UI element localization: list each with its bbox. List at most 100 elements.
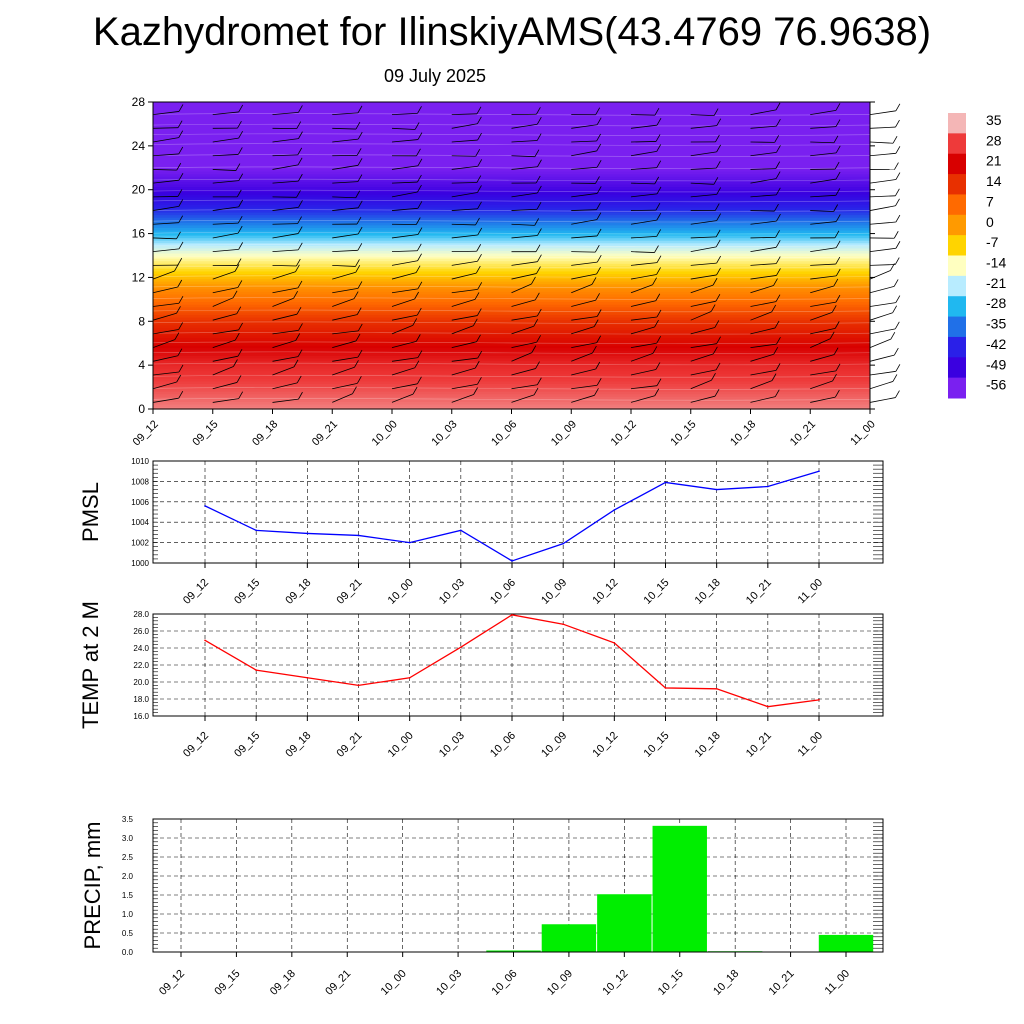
wind-barb xyxy=(451,208,478,211)
wind-barb-feather xyxy=(895,188,900,197)
wind-barb xyxy=(332,138,359,143)
pmsl-point xyxy=(408,541,411,544)
x-tick-label: 10_15 xyxy=(642,730,672,760)
wind-barb xyxy=(630,141,657,143)
wind-barb xyxy=(810,275,837,280)
wind-barb xyxy=(332,382,358,390)
wind-barb xyxy=(451,223,476,226)
wind-barb-feather xyxy=(414,360,420,368)
heat-band xyxy=(153,165,870,170)
wind-barb xyxy=(750,301,777,307)
heat-band xyxy=(153,291,870,295)
wind-barb-feather xyxy=(775,102,781,111)
heat-band xyxy=(153,265,870,269)
y-tick-label: 20.0 xyxy=(133,678,149,687)
heat-band xyxy=(153,383,870,387)
wind-barb-feather xyxy=(238,391,244,399)
wind-barb xyxy=(391,325,413,335)
heat-band xyxy=(153,104,870,108)
x-tick-label: 10_18 xyxy=(693,730,723,760)
wind-barb-feather xyxy=(536,202,542,210)
y-tick-label: 26.0 xyxy=(133,627,149,636)
temp-point xyxy=(613,642,616,644)
wind-barb xyxy=(869,152,896,157)
chart-title: Kazhydromet for IlinskiyAMS(43.4769 76.9… xyxy=(92,10,932,54)
wind-barb-feather xyxy=(356,216,362,225)
wind-barb-feather xyxy=(890,331,896,340)
contour-line xyxy=(152,297,871,300)
wind-barb xyxy=(690,151,717,157)
wind-barb xyxy=(630,326,655,335)
wind-barb xyxy=(750,380,773,390)
wind-barb xyxy=(391,272,417,280)
wind-barb-feather xyxy=(835,188,841,196)
wind-barb-feather xyxy=(895,119,900,128)
wind-barb-feather xyxy=(596,309,602,317)
wind-barb-feather xyxy=(713,108,719,116)
wind-barb-feather xyxy=(295,264,300,272)
x-tick-label: 10_06 xyxy=(488,577,518,607)
y-tick-label: 2.5 xyxy=(122,853,134,862)
wind-barb xyxy=(869,247,897,253)
heat-band xyxy=(153,391,870,395)
wind-barb xyxy=(690,353,714,362)
wind-barb xyxy=(630,316,658,321)
temp-2m-chart: 16.0 18.0 20.0 22.0 24.0 26.0 28.0 09_12 09_15 09… xyxy=(78,601,884,760)
heat-band xyxy=(153,378,870,382)
x-tick-label: 10_06 xyxy=(488,730,518,760)
wind-barb-feather xyxy=(477,282,483,290)
wind-barb xyxy=(511,192,538,198)
heat-band xyxy=(153,293,870,298)
wind-barb xyxy=(212,398,239,403)
wind-barb-feather xyxy=(833,135,839,143)
colorbar-label: 21 xyxy=(986,153,1002,169)
wind-barb-feather xyxy=(178,130,184,138)
y-tick-label: 24.0 xyxy=(133,644,149,653)
wind-barb xyxy=(571,273,597,280)
wind-barb-feather xyxy=(835,363,841,372)
wind-barb xyxy=(332,314,358,321)
colorbar-label: 7 xyxy=(986,193,994,209)
wind-barb-feather xyxy=(417,174,422,183)
wind-barb xyxy=(869,397,896,403)
wind-barb-feather xyxy=(773,278,778,286)
heat-band xyxy=(153,296,870,300)
wind-barb xyxy=(690,182,714,185)
wind-barb-feather xyxy=(895,364,901,372)
wind-barb xyxy=(332,112,359,116)
wind-barb-feather xyxy=(773,347,779,355)
wind-barb-feather xyxy=(357,174,363,182)
x-tick-label: 10_00 xyxy=(379,968,409,998)
wind-barb xyxy=(630,284,653,294)
y-tick-label: 1.5 xyxy=(122,891,134,900)
wind-barb-feather xyxy=(714,388,720,397)
wind-barb-feather xyxy=(535,175,541,184)
heat-band xyxy=(153,339,870,344)
wind-barb-feather xyxy=(297,280,303,289)
wind-barb-feather xyxy=(714,203,720,211)
wind-barb xyxy=(272,206,299,211)
x-tick-label: 11_00 xyxy=(796,577,826,607)
wind-barb-feather xyxy=(656,267,661,275)
wind-barb-feather xyxy=(656,212,662,221)
x-tick-label: 10_06 xyxy=(490,968,520,998)
wind-barb xyxy=(272,164,299,170)
wind-barb-feather xyxy=(415,265,421,273)
wind-barb xyxy=(511,352,532,362)
chart-subtitle: 09 July 2025 xyxy=(383,66,487,86)
heat-band xyxy=(153,396,870,400)
wind-barb xyxy=(630,182,655,185)
wind-barb xyxy=(810,152,837,157)
x-tick-label: 10_03 xyxy=(437,577,467,607)
wind-barb-feather xyxy=(178,104,184,112)
heat-band xyxy=(153,337,870,341)
heat-band xyxy=(153,209,870,213)
wind-barb-feather xyxy=(715,229,721,238)
wind-barb xyxy=(869,195,896,198)
wind-barb xyxy=(630,395,655,403)
heat-band xyxy=(153,219,870,223)
wind-barb xyxy=(272,138,299,143)
precip-chart: 0.0 0.5 1.0 1.5 2.0 2.5 3.0 3.5 09_12 09_15 09_18 0… xyxy=(80,815,884,998)
wind-barb xyxy=(451,234,478,239)
